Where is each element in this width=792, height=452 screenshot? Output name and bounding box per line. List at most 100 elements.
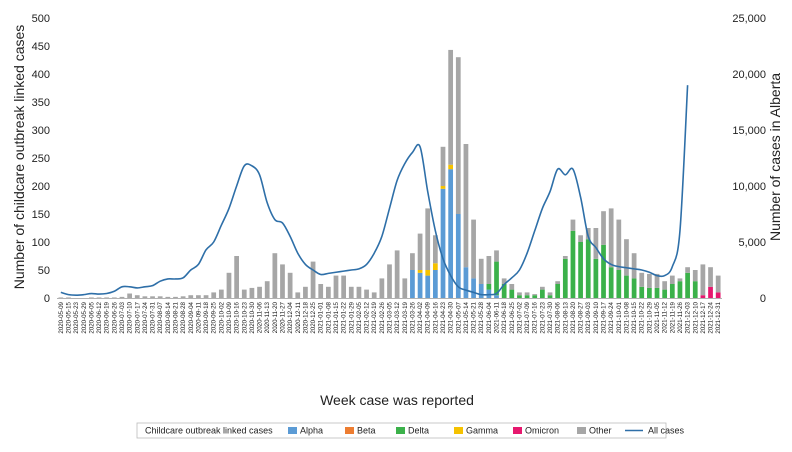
bar-other-2020-12-11 [295,292,301,298]
bar-other-2021-11-12 [662,281,668,290]
bar-alpha-2021-04-16 [432,270,438,298]
x-tick-label: 2021-04-16 [432,301,439,333]
x-tick-label: 2021-07-23 [539,301,546,333]
bar-delta-2021-07-23 [540,289,545,298]
legend-label-alpha: Alpha [300,426,323,436]
bar-other-2020-09-11 [196,295,201,298]
x-tick-label: 2021-02-19 [371,301,378,333]
x-tick-label: 2020-11-13 [264,301,271,333]
bar-other-2020-05-15 [66,297,71,298]
x-tick-label: 2021-01-15 [333,301,340,333]
bar-delta-2021-09-24 [608,267,614,298]
bar-other-2021-02-05 [356,286,362,298]
bar-other-2021-01-15 [333,275,339,298]
bar-delta-2021-10-01 [616,270,622,298]
x-tick-label: 2021-06-11 [494,301,501,333]
right-tick-label: 15,000 [732,125,766,137]
x-tick-label: 2021-10-08 [623,301,630,333]
bar-other-2020-10-30 [249,287,255,298]
x-tick-label: 2021-05-28 [478,301,485,333]
x-tick-label: 2020-08-07 [157,301,164,333]
all-cases-line [60,85,689,297]
bar-gamma-2021-04-23 [440,186,446,189]
x-tick-label: 2020-07-17 [134,301,141,333]
bar-other-2021-11-05 [654,273,660,288]
right-axis-ticks: 0 5,000 10,000 15,000 20,000 25,000 [732,13,766,305]
left-tick-label: 300 [32,125,50,137]
x-tick-label: 2021-01-29 [348,301,355,333]
bar-delta-2021-06-04 [486,284,492,290]
bar-other-2020-09-18 [203,295,209,298]
bar-other-2021-08-06 [555,281,561,284]
bar-alpha-2021-05-14 [463,267,469,298]
bar-other-2021-04-23 [440,146,446,186]
left-tick-label: 500 [32,13,50,25]
x-axis-title: Week case was reported [320,392,474,408]
bar-omicron-2021-12-24 [708,286,713,298]
left-tick-label: 350 [32,97,50,109]
bar-other-2020-07-31 [150,296,155,298]
bar-delta-2021-08-20 [570,230,576,298]
x-tick-label: 2021-08-27 [578,301,585,333]
x-tick-label: 2021-11-26 [677,301,684,333]
bar-alpha-2021-04-02 [417,272,423,298]
bar-other-2021-03-12 [394,250,400,298]
left-tick-label: 400 [32,69,50,81]
legend-swatch-delta [396,427,405,434]
bar-delta-2021-07-09 [524,295,530,298]
bar-delta-2021-06-11 [494,261,499,296]
bar-other-2020-08-28 [180,296,186,298]
right-tick-label: 20,000 [732,69,766,81]
left-tick-label: 150 [32,209,50,221]
legend-label-gamma: Gamma [466,426,498,436]
x-tick-label: 2020-09-18 [203,301,210,333]
bars-layer [58,49,721,298]
bar-alpha-2021-05-28 [478,284,484,298]
bar-other-2021-01-01 [318,284,324,298]
bar-alpha-2021-05-07 [455,214,461,298]
bar-omicron-2021-12-31 [715,292,721,298]
x-tick-label: 2021-08-13 [562,301,569,333]
x-tick-label: 2020-06-05 [88,301,95,333]
bar-other-2020-08-21 [173,296,178,298]
x-tick-label: 2020-09-04 [188,301,195,333]
bar-other-2021-06-18 [501,278,507,284]
x-tick-label: 2020-12-18 [302,301,309,333]
x-tick-label: 2021-05-21 [471,301,478,333]
bar-other-2021-12-17 [700,264,706,296]
bar-delta-2021-12-10 [692,281,698,298]
x-tick-label: 2021-04-23 [440,301,447,333]
left-tick-label: 0 [44,293,50,305]
bar-other-2021-08-27 [578,235,583,242]
bar-other-2020-11-06 [257,286,262,298]
bar-other-2021-11-19 [669,275,675,284]
x-tick-label: 2020-10-16 [234,301,241,333]
bar-other-2021-07-30 [547,292,553,296]
x-tick-label: 2021-07-16 [532,301,539,333]
x-tick-label: 2021-04-09 [425,301,432,333]
bar-delta-2021-08-27 [578,242,583,298]
bar-other-2021-08-20 [570,219,576,231]
x-tick-label: 2020-10-09 [226,301,233,333]
x-axis-ticks: 2020-05-09 2020-05-15 2020-05-23 2020-05-29… [58,301,722,333]
bar-other-2020-07-24 [142,296,148,298]
bar-alpha-2021-03-26 [410,270,415,298]
x-tick-label: 2021-05-14 [463,301,470,333]
legend-label-beta: Beta [357,426,376,436]
left-tick-label: 450 [32,41,50,53]
x-tick-label: 2020-12-25 [310,301,317,333]
bar-delta-2021-06-25 [509,289,515,298]
x-tick-label: 2021-12-17 [700,301,707,333]
x-tick-label: 2021-06-04 [486,301,493,333]
x-tick-label: 2021-08-06 [555,301,562,333]
bar-other-2021-07-09 [524,292,530,296]
bar-other-2020-06-26 [111,297,117,298]
left-tick-label: 250 [32,153,50,165]
legend-label-all-cases: All cases [648,426,685,436]
bar-other-2021-02-26 [379,278,385,298]
bar-delta-2021-10-08 [624,275,629,298]
x-tick-label: 2021-03-19 [402,301,409,333]
bar-other-2021-09-17 [601,211,606,245]
x-tick-label: 2020-12-11 [295,301,302,333]
x-tick-label: 2020-06-19 [104,301,111,333]
